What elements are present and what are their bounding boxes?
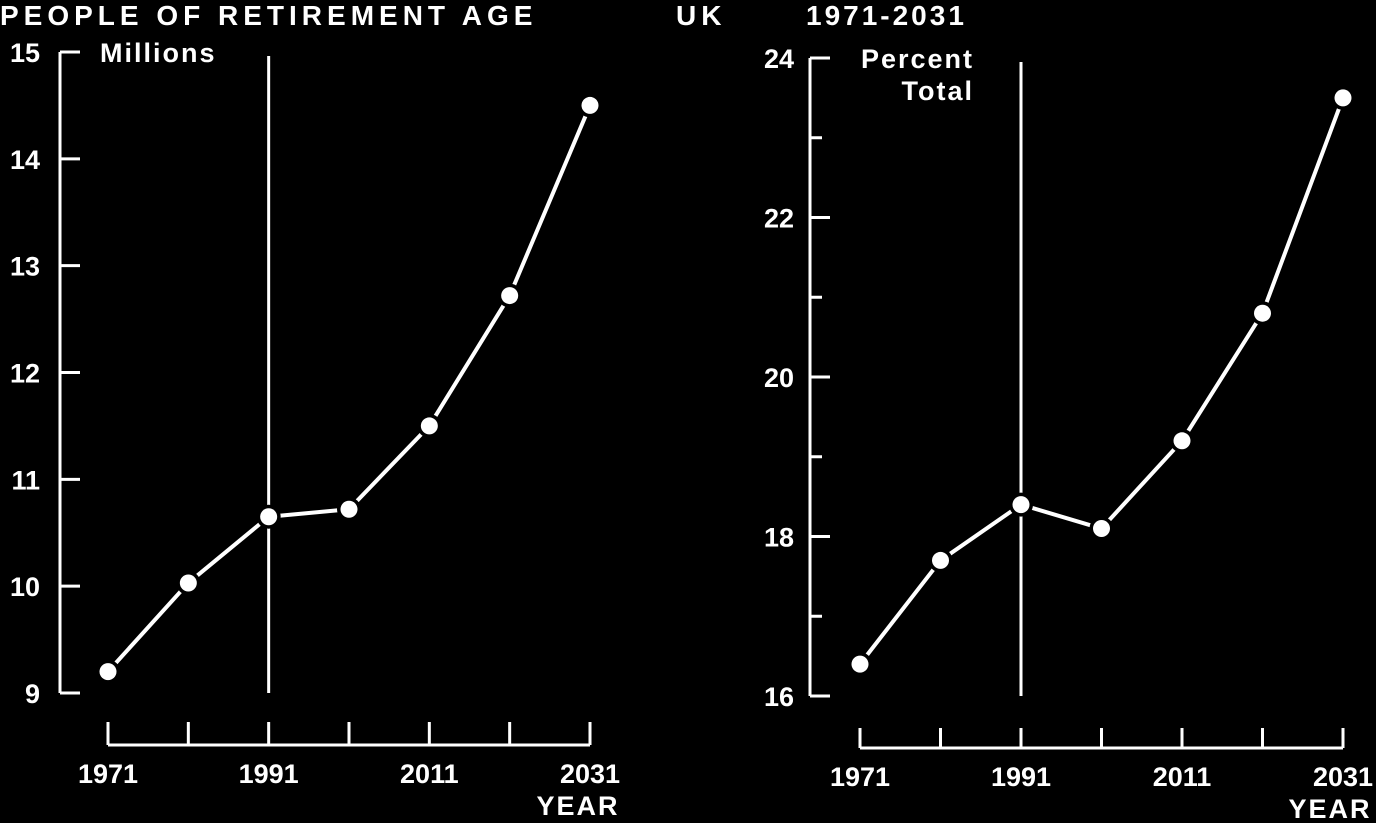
chart2-y-tick-label: 18 — [764, 523, 794, 553]
chart2-y-axis-label: Percent — [861, 44, 974, 74]
chart2-data-point — [851, 655, 869, 673]
chart1-x-tick-label: 2011 — [400, 759, 459, 789]
chart1-y-tick-label: 11 — [11, 465, 40, 495]
chart2-y-tick-label: 22 — [764, 204, 794, 234]
title-right: 1971-2031 — [806, 0, 967, 31]
title-mid: UK — [676, 0, 726, 31]
chart1-x-tick-label: 1971 — [78, 759, 138, 789]
chart2-y-axis-label: Total — [902, 76, 975, 106]
chart2-x-tick-label: 2031 — [1313, 762, 1373, 792]
chart1-y-tick-label: 10 — [10, 572, 40, 602]
chart2-data-point — [1334, 89, 1352, 107]
chart2-data-point — [1012, 496, 1030, 514]
chart1-data-point — [501, 287, 519, 305]
chart2-data-point — [932, 551, 949, 569]
chart2-y-tick-label: 24 — [764, 44, 794, 74]
chart1-data-point — [340, 500, 358, 518]
chart1-x-tick-label: 1991 — [239, 759, 299, 789]
chart1-data-point — [99, 663, 117, 681]
title-left: PEOPLE OF RETIREMENT AGE — [0, 0, 537, 31]
chart1-data-point — [420, 417, 438, 435]
chart2-x-axis-label: YEAR — [1288, 794, 1371, 823]
chart2-series-line — [858, 97, 1345, 666]
chart2-x-tick-label: 1971 — [830, 762, 890, 792]
chart1-y-tick-label: 13 — [10, 252, 40, 282]
chart2-data-point — [1254, 304, 1271, 322]
chart1-data-point — [260, 508, 278, 526]
chart2-data-point — [1093, 520, 1110, 538]
chart1-data-point — [581, 96, 599, 114]
chart2-x-tick-label: 1991 — [991, 762, 1051, 792]
chart1-y-axis-label: Millions — [100, 38, 217, 68]
chart1-y-tick-label: 9 — [25, 679, 40, 709]
chart1-x-tick-label: 2031 — [560, 759, 620, 789]
chart2-data-point — [1173, 432, 1191, 450]
chart1-y-tick-label: 12 — [10, 359, 40, 389]
chart1-y-tick-label: 14 — [10, 145, 40, 175]
chart2-x-tick-label: 2011 — [1153, 762, 1212, 792]
chart1-x-axis-label: YEAR — [536, 791, 619, 821]
chart1-y-tick-label: 15 — [10, 38, 40, 68]
chart1-data-point — [179, 574, 197, 592]
chart2-y-tick-label: 16 — [764, 682, 794, 712]
chart2-y-tick-label: 20 — [764, 363, 794, 393]
